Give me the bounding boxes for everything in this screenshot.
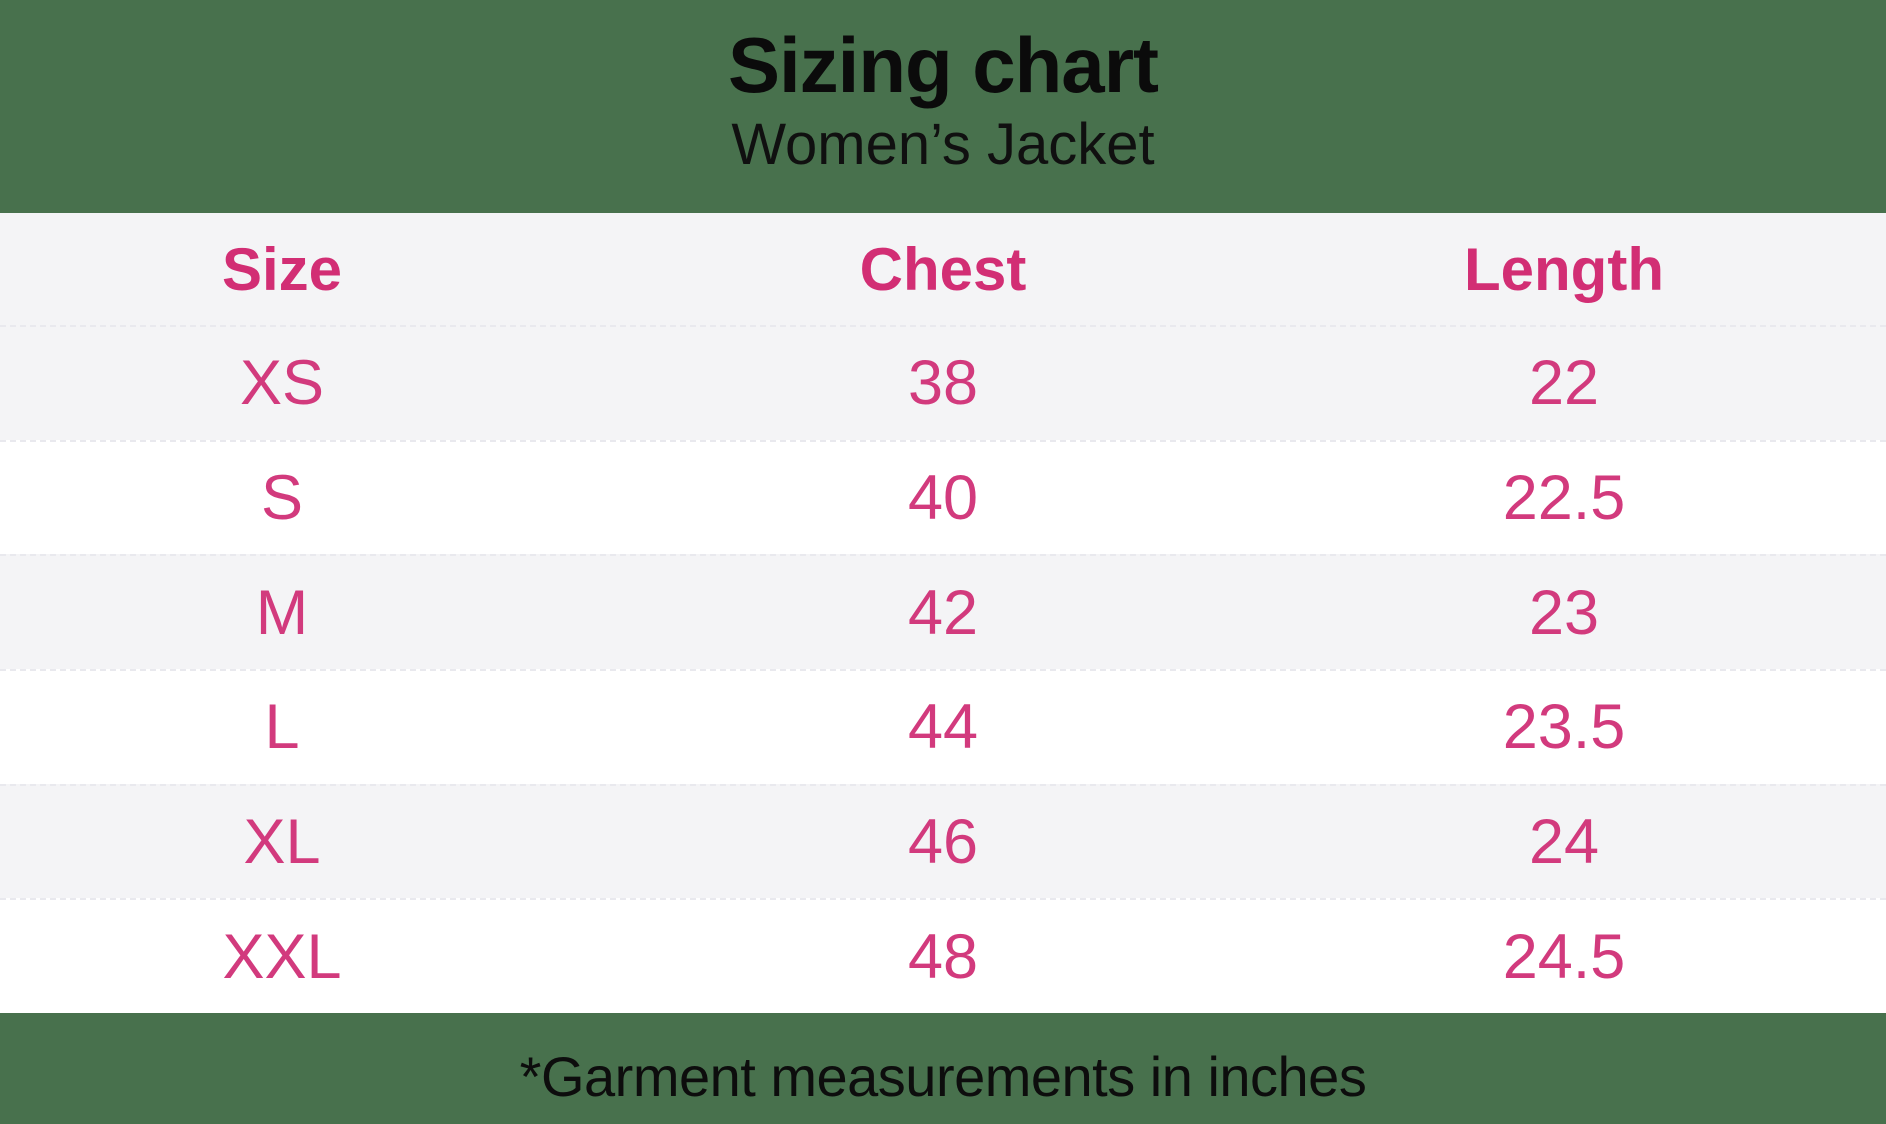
cell-size: XL <box>243 807 321 878</box>
cell-length: 23 <box>1528 577 1600 648</box>
header-cell-size: Size <box>221 235 343 303</box>
cell-chest: 48 <box>907 921 979 992</box>
cell-length: 22.5 <box>1502 463 1626 533</box>
cell-size: XXL <box>222 921 342 992</box>
cell-chest: 42 <box>907 577 979 648</box>
footer: *Garment measurements in inches <box>0 1013 1886 1124</box>
cell-chest: 38 <box>907 348 979 419</box>
table-row-xs: XS 38 22 <box>0 325 1886 440</box>
size-chart-table: Size Chest Length XS 38 22 S 40 22.5 M 4… <box>0 213 1886 1014</box>
masthead: Sizing chart Women’s Jacket <box>0 0 1886 213</box>
cell-size: S <box>260 463 304 533</box>
page-title: Sizing chart <box>727 20 1159 109</box>
cell-length: 24 <box>1528 807 1600 878</box>
table-row-s: S 40 22.5 <box>0 439 1886 555</box>
table-row-xl: XL 46 24 <box>0 783 1886 899</box>
footnote: *Garment measurements in inches <box>519 1045 1367 1108</box>
table-row-l: L 44 23.5 <box>0 669 1886 784</box>
cell-chest: 46 <box>907 807 979 878</box>
cell-length: 22 <box>1528 348 1600 419</box>
table-row-xxl: XXL 48 24.5 <box>0 898 1886 1014</box>
cell-size: M <box>255 577 309 648</box>
header-cell-length: Length <box>1464 235 1664 303</box>
cell-size: L <box>264 692 300 763</box>
header-cell-chest: Chest <box>859 235 1027 303</box>
table-row-m: M 42 23 <box>0 554 1886 670</box>
cell-size: XS <box>239 348 325 419</box>
page-subtitle: Women’s Jacket <box>731 111 1155 177</box>
cell-chest: 40 <box>907 463 979 533</box>
table-header-row: Size Chest Length <box>0 213 1886 325</box>
cell-chest: 44 <box>907 692 979 763</box>
cell-length: 23.5 <box>1502 692 1626 763</box>
cell-length: 24.5 <box>1502 921 1626 992</box>
